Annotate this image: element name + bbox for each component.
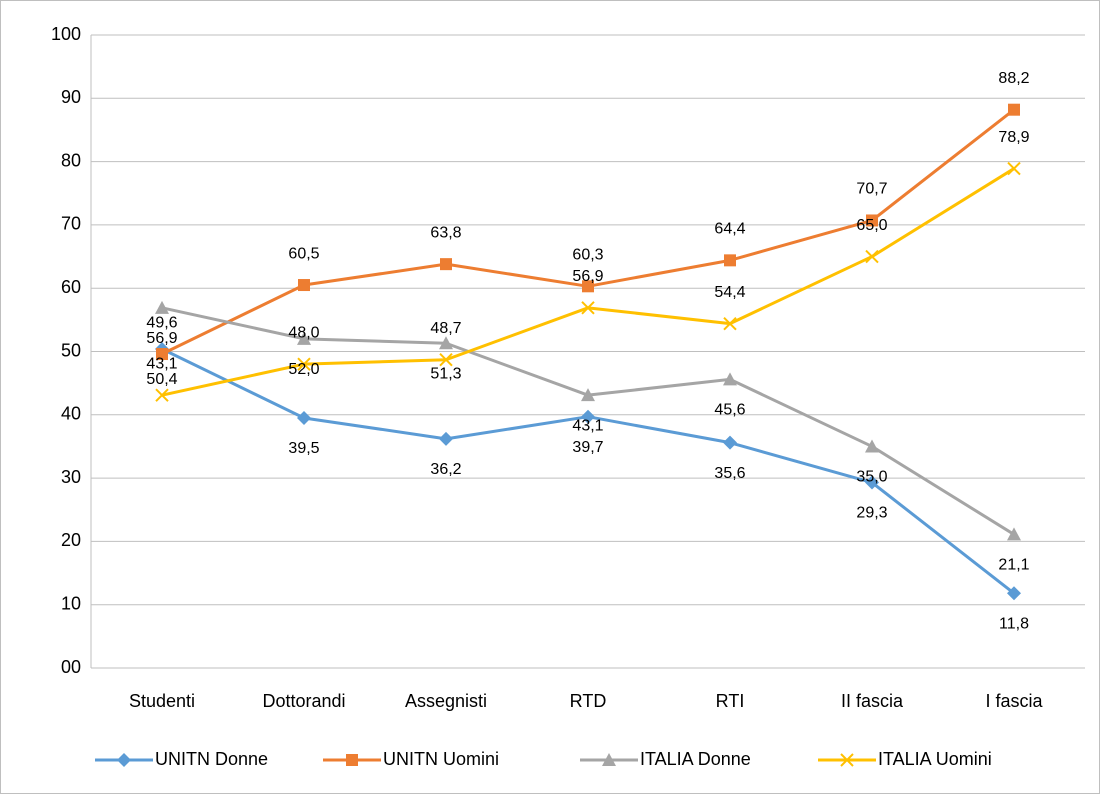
x-tick-label: RTD — [570, 691, 607, 711]
data-point — [865, 439, 879, 453]
x-tick-label: Assegnisti — [405, 691, 487, 711]
data-point — [1007, 527, 1021, 541]
data-point — [582, 280, 594, 293]
data-point — [581, 301, 595, 315]
data-label: 78,9 — [998, 129, 1029, 146]
legend-marker — [840, 753, 854, 767]
data-label: 48,0 — [288, 324, 319, 341]
data-point — [1008, 103, 1020, 116]
legend-label: ITALIA Donne — [640, 749, 751, 769]
data-point — [866, 214, 878, 227]
data-label: 56,9 — [146, 330, 177, 347]
data-point — [724, 254, 736, 267]
data-point — [440, 258, 452, 271]
data-label: 43,1 — [146, 355, 177, 372]
y-tick-label: 50 — [61, 340, 81, 360]
data-point — [439, 431, 453, 446]
data-label: 35,0 — [856, 469, 887, 486]
data-label: 39,5 — [288, 440, 319, 457]
data-label: 63,8 — [430, 224, 461, 241]
legend-marker — [117, 753, 131, 767]
data-point — [723, 372, 737, 386]
data-point — [298, 279, 310, 292]
data-point — [156, 348, 168, 361]
y-tick-label: 100 — [51, 24, 81, 44]
data-label: 56,9 — [572, 268, 603, 285]
data-label: 36,2 — [430, 461, 461, 478]
data-point — [1007, 161, 1021, 176]
data-label: 35,6 — [714, 465, 745, 482]
data-label: 60,5 — [288, 245, 319, 262]
data-label: 48,7 — [430, 320, 461, 337]
legend-label: UNITN Donne — [155, 749, 268, 769]
data-point — [155, 300, 169, 314]
x-tick-label: RTI — [716, 691, 745, 711]
legend-marker — [602, 753, 616, 766]
data-label: 52,0 — [288, 361, 319, 378]
data-point — [723, 316, 737, 331]
data-point — [439, 353, 453, 367]
y-tick-label: 40 — [61, 404, 81, 424]
data-label: 88,2 — [998, 70, 1029, 87]
data-point — [1007, 586, 1021, 601]
y-tick-label: 30 — [61, 467, 81, 487]
data-point — [297, 410, 311, 425]
data-label: 70,7 — [856, 181, 887, 198]
y-tick-label: 20 — [61, 530, 81, 550]
data-label: 29,3 — [856, 505, 887, 522]
data-label: 43,1 — [572, 417, 603, 434]
data-point — [439, 336, 453, 350]
y-tick-label: 70 — [61, 214, 81, 234]
data-label: 65,0 — [856, 217, 887, 234]
data-label: 50,4 — [146, 371, 177, 388]
data-label: 11,8 — [999, 616, 1029, 633]
data-point — [155, 388, 169, 402]
x-tick-label: I fascia — [985, 691, 1043, 711]
y-tick-label: 00 — [61, 657, 81, 677]
legend-label: ITALIA Uomini — [878, 749, 992, 769]
data-point — [581, 388, 595, 402]
data-label: 45,6 — [714, 402, 745, 419]
data-label: 54,4 — [714, 284, 745, 301]
x-tick-label: Dottorandi — [262, 691, 345, 711]
y-tick-label: 60 — [61, 277, 81, 297]
data-point — [723, 435, 737, 450]
data-point — [297, 331, 311, 345]
data-point — [865, 249, 879, 264]
data-label: 60,3 — [572, 247, 603, 264]
data-label: 39,7 — [572, 439, 603, 456]
y-tick-label: 80 — [61, 150, 81, 170]
data-label: 64,4 — [714, 221, 745, 238]
x-tick-label: II fascia — [841, 691, 904, 711]
legend-label: UNITN Uomini — [383, 749, 499, 769]
data-point — [581, 409, 595, 424]
y-tick-label: 90 — [61, 87, 81, 107]
legend-marker — [346, 754, 358, 766]
data-point — [297, 357, 311, 371]
data-label: 51,3 — [430, 365, 461, 382]
data-label: 21,1 — [998, 557, 1029, 574]
y-tick-label: 10 — [61, 593, 81, 613]
data-label: 49,6 — [146, 314, 177, 331]
data-point — [865, 475, 879, 490]
x-tick-label: Studenti — [129, 691, 195, 711]
